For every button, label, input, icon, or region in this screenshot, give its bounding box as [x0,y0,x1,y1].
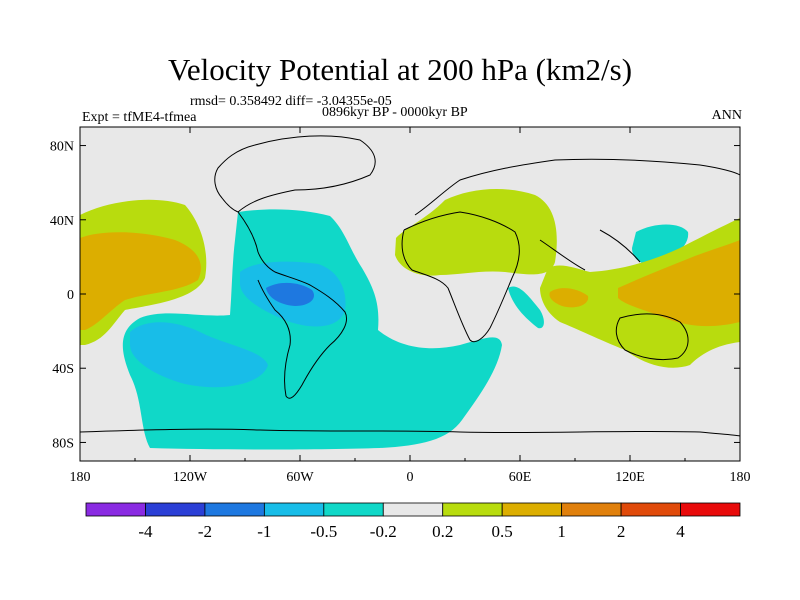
lon-tick-label: 60W [286,470,314,485]
colorbar-label: 4 [676,522,685,541]
colorbar-swatch [561,502,622,517]
coast-north-america [214,135,376,213]
colorbar-swatch [620,502,681,517]
colorbar-label: -0.5 [310,522,337,541]
map-panel [80,127,740,461]
colorbar-label: -1 [257,522,271,541]
colorbar-swatch [263,502,325,517]
coast-australia [615,313,689,361]
lon-tick-label: 0 [407,470,414,485]
coastlines [80,135,740,437]
colorbar: -4 -2 -1 -0.5 -0.2 0.2 0.5 1 2 4 [85,502,741,541]
colorbar-label: 1 [557,522,566,541]
pos05-anomaly-west-pacific [618,240,740,327]
rmsd-diff-stats: rmsd= 0.358492 diff= -3.04355e-05 [190,94,392,109]
pos-anomaly-africa-asia [395,188,557,276]
colorbar-swatch [442,502,503,517]
pos05-anomaly-bay-of-bengal [549,288,589,308]
coast-eurasia [414,158,740,271]
lat-tick-label: 0 [67,288,74,303]
colorbar-label: -0.2 [370,522,397,541]
coast-africa [401,211,520,343]
colorbar-swatch [680,502,741,517]
colorbar-swatch [204,502,265,517]
colorbar-label: 0.2 [432,522,453,541]
experiment-label: Expt = tfME4-tfmea [82,110,197,125]
latitude-axis: 80N 40N 0 40S 80S [50,140,740,451]
colorbar-label: -4 [138,522,153,541]
colorbar-label: 2 [617,522,626,541]
map-title: Velocity Potential at 200 hPa (km2/s) [167,52,633,87]
neg05-anomaly-east-pacific [130,322,268,388]
period-label: 0896kyr BP - 0000kyr BP [322,105,468,120]
colorbar-label: -2 [198,522,212,541]
lon-tick-label: 180 [70,470,91,485]
colorbar-swatch [501,502,563,517]
colorbar-swatch [323,502,384,517]
season-label: ANN [711,108,742,123]
lon-tick-label: 180 [730,470,751,485]
lat-tick-label: 80S [52,436,74,451]
lat-tick-label: 40S [52,362,74,377]
lon-tick-label: 120W [173,470,208,485]
lat-tick-label: 80N [50,140,74,155]
neg1-anomaly-amazon [266,282,315,306]
colorbar-swatch [382,502,444,517]
neg-anomaly-indian-ocean [508,286,544,329]
lon-tick-label: 120E [615,470,645,485]
coast-americas [237,211,347,399]
lat-tick-label: 40N [50,214,74,229]
colorbar-swatch [145,502,206,517]
colorbar-swatch [85,502,146,517]
longitude-axis: 180 120W 60W 0 60E 120E 180 [70,127,751,485]
neg-anomaly-atlantic [122,209,502,450]
coast-antarctica [80,428,740,437]
colorbar-label: 0.5 [492,522,513,541]
pos05-anomaly-central-pacific [80,232,201,330]
lon-tick-label: 60E [509,470,532,485]
